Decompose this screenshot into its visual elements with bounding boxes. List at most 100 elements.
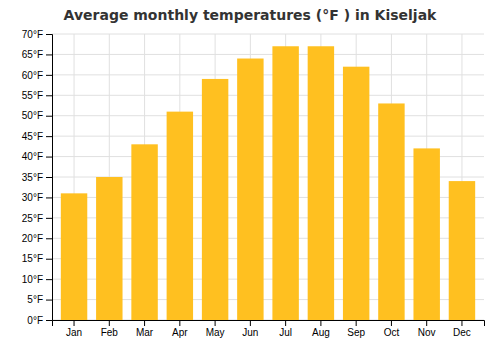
x-tick-mark xyxy=(285,320,286,326)
y-tick: 65°F xyxy=(22,49,52,60)
y-tick-label: 30°F xyxy=(22,192,43,203)
y-tick-mark xyxy=(46,136,52,137)
y-tick-label: 25°F xyxy=(22,213,43,224)
y-tick-mark xyxy=(46,218,52,219)
y-tick-label: 0°F xyxy=(27,315,43,326)
y-tick-mark xyxy=(46,75,52,76)
x-tick-mark xyxy=(74,320,75,326)
x-tick: Feb xyxy=(101,320,119,338)
y-tick-label: 70°F xyxy=(22,29,43,40)
x-tick-mark xyxy=(179,320,180,326)
x-tick: May xyxy=(206,320,225,338)
x-tick-label: Dec xyxy=(453,327,471,338)
bar xyxy=(61,193,87,320)
grid-line-y xyxy=(52,136,484,137)
y-tick-mark xyxy=(46,157,52,158)
y-tick-label: 10°F xyxy=(22,274,43,285)
x-tick: Jul xyxy=(279,320,292,338)
x-tick-label: Oct xyxy=(384,327,400,338)
bar xyxy=(202,79,228,320)
y-tick-mark xyxy=(46,197,52,198)
x-tick: Oct xyxy=(384,320,400,338)
y-tick: 70°F xyxy=(22,29,52,40)
x-tick-label: Jan xyxy=(66,327,82,338)
y-tick: 40°F xyxy=(22,151,52,162)
x-tick-label: Jun xyxy=(242,327,258,338)
y-axis: 0°F 5°F 10°F 15°F 20°F 25°F 30°F 35°F 40°F 45°F 50… xyxy=(22,29,53,326)
y-tick: 15°F xyxy=(22,253,52,264)
x-tick-mark xyxy=(144,320,145,326)
y-tick-label: 55°F xyxy=(22,90,43,101)
y-tick-mark xyxy=(46,116,52,117)
x-tick-label: Mar xyxy=(136,327,154,338)
x-tick: Aug xyxy=(312,320,330,338)
x-tick: Apr xyxy=(172,320,188,338)
y-axis-line xyxy=(46,35,53,321)
y-tick-mark xyxy=(46,279,52,280)
x-tick-label: Apr xyxy=(172,327,188,338)
x-tick-mark xyxy=(356,320,357,326)
y-tick: 45°F xyxy=(22,131,52,142)
bar xyxy=(272,46,298,320)
bar xyxy=(308,46,334,320)
x-tick-label: Sep xyxy=(347,327,365,338)
grid-line-y xyxy=(52,115,484,116)
y-tick-label: 45°F xyxy=(22,131,43,142)
chart: Jan Feb Mar Apr May Jun Jul Aug Sep Oct Nov Dec 0°F 5… xyxy=(0,0,500,350)
y-tick-label: 5°F xyxy=(27,294,43,305)
x-tick-label: Aug xyxy=(312,327,330,338)
x-tick-mark xyxy=(461,320,462,326)
grid-line-y xyxy=(52,34,484,35)
grid xyxy=(52,34,484,320)
x-tick-mark xyxy=(426,320,427,326)
grid-line-y xyxy=(52,95,484,96)
y-tick-mark xyxy=(46,177,52,178)
x-tick-mark xyxy=(215,320,216,326)
y-tick: 60°F xyxy=(22,70,52,81)
grid-line-y xyxy=(52,54,484,55)
y-tick-mark xyxy=(46,54,52,55)
plot: Jan Feb Mar Apr May Jun Jul Aug Sep Oct Nov Dec 0°F 5… xyxy=(22,29,485,338)
x-tick-mark xyxy=(391,320,392,326)
y-tick-mark xyxy=(46,320,52,321)
y-tick-mark xyxy=(46,259,52,260)
bar xyxy=(237,59,263,320)
y-tick: 0°F xyxy=(27,315,52,326)
y-tick-mark xyxy=(46,238,52,239)
y-tick: 20°F xyxy=(22,233,52,244)
y-tick-label: 20°F xyxy=(22,233,43,244)
y-tick-label: 40°F xyxy=(22,151,43,162)
bar xyxy=(131,144,157,320)
y-tick: 25°F xyxy=(22,213,52,224)
x-axis: Jan Feb Mar Apr May Jun Jul Aug Sep Oct Nov Dec xyxy=(53,320,485,338)
x-axis-line xyxy=(53,321,485,327)
x-tick-mark xyxy=(109,320,110,326)
y-tick-mark xyxy=(46,95,52,96)
bars xyxy=(61,46,475,320)
bar xyxy=(378,103,404,320)
y-tick: 35°F xyxy=(22,172,52,183)
y-tick: 10°F xyxy=(22,274,52,285)
bar xyxy=(96,177,122,320)
y-tick-label: 60°F xyxy=(22,70,43,81)
y-tick: 5°F xyxy=(27,294,52,305)
y-tick-label: 15°F xyxy=(22,253,43,264)
grid-line-y xyxy=(52,74,484,75)
x-tick: Dec xyxy=(453,320,471,338)
x-tick: Jan xyxy=(66,320,82,338)
x-tick: Mar xyxy=(136,320,154,338)
y-tick-label: 65°F xyxy=(22,49,43,60)
y-tick: 50°F xyxy=(22,110,52,121)
y-tick-label: 50°F xyxy=(22,110,43,121)
bar xyxy=(413,148,439,320)
x-tick-label: Nov xyxy=(418,327,436,338)
x-tick-label: May xyxy=(206,327,225,338)
x-tick-label: Feb xyxy=(101,327,119,338)
bar xyxy=(343,67,369,320)
bar xyxy=(167,112,193,320)
y-tick-mark xyxy=(46,34,52,35)
x-tick: Sep xyxy=(347,320,365,338)
y-tick-mark xyxy=(46,300,52,301)
title: Average monthly temperatures (°F ) in Ki… xyxy=(64,7,438,23)
x-tick: Nov xyxy=(418,320,436,338)
